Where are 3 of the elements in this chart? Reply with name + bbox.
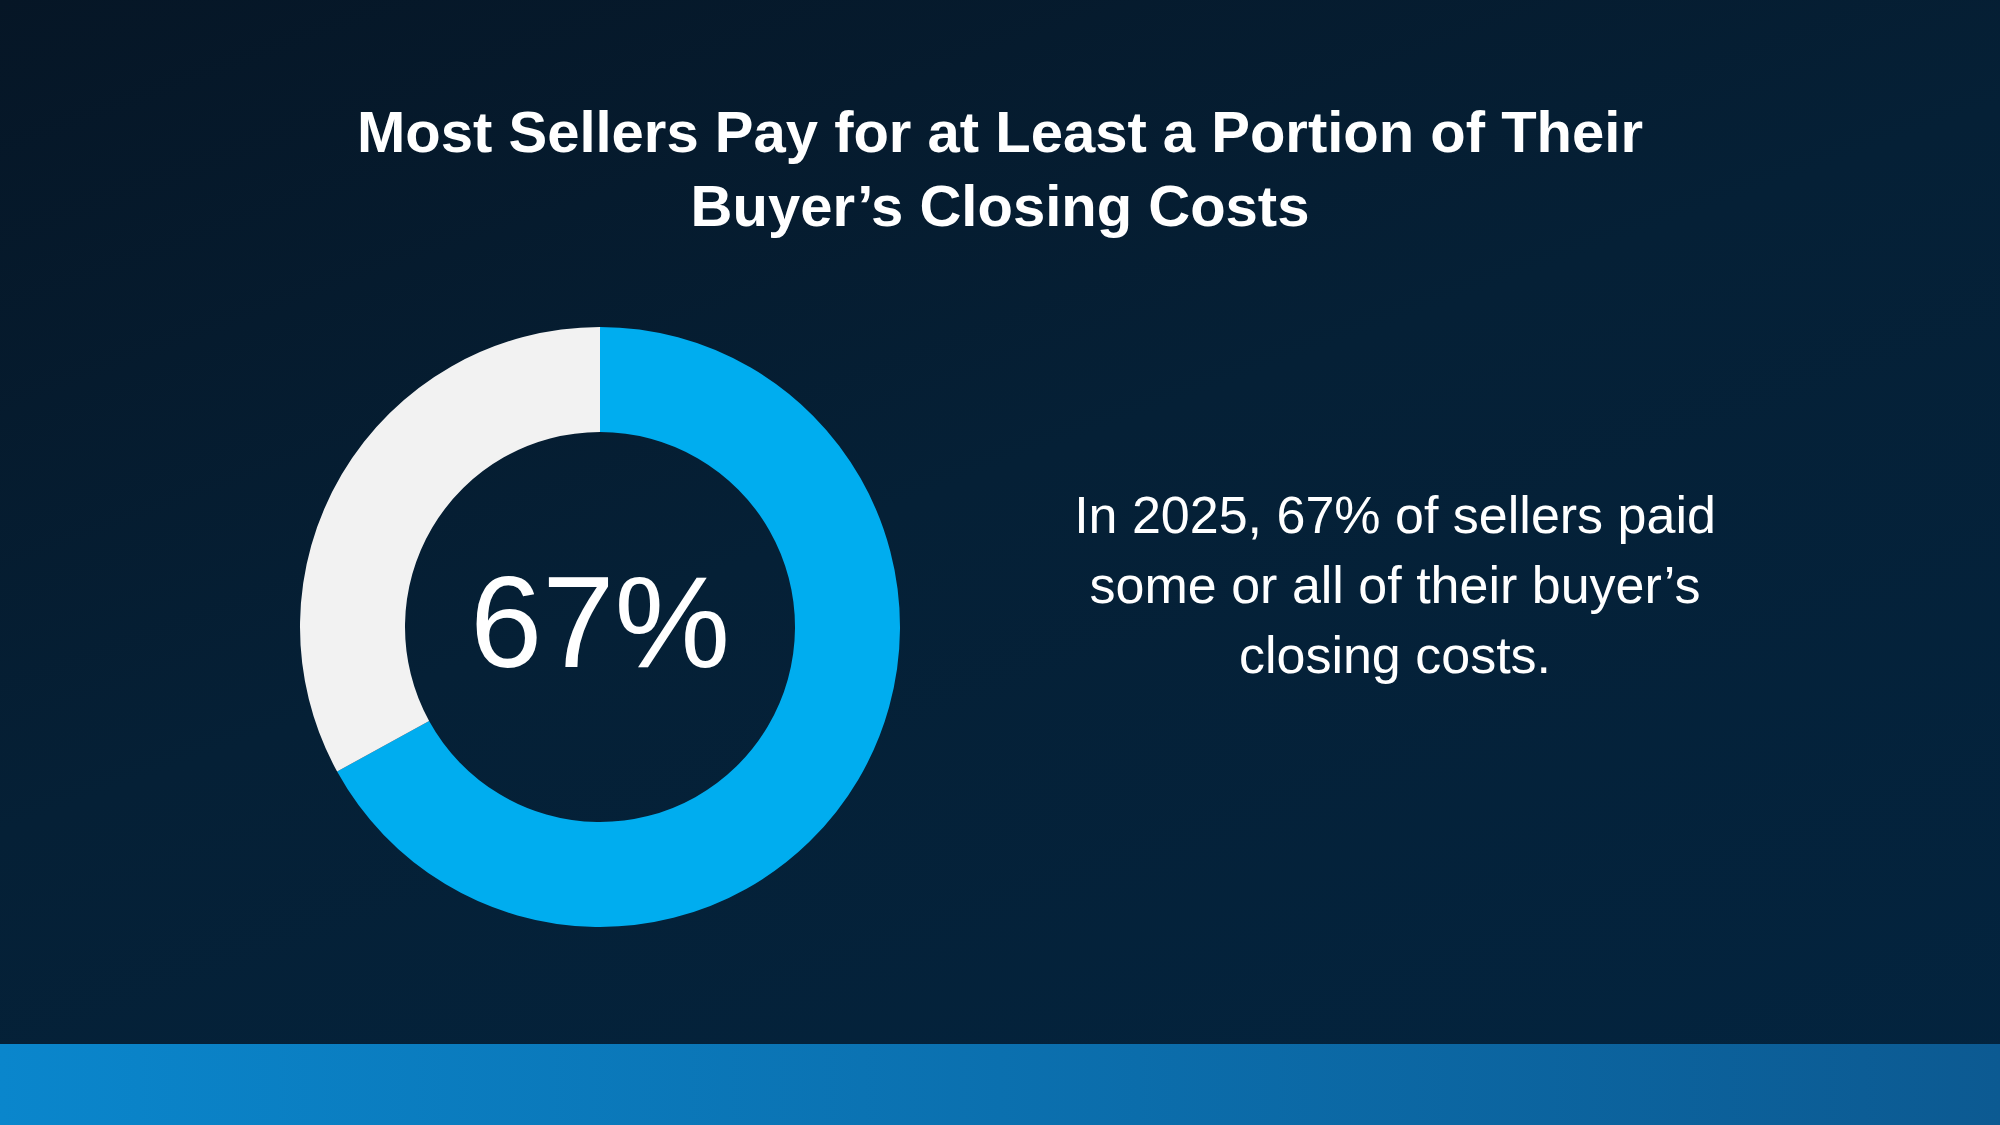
chart-title: Most Sellers Pay for at Least a Portion of Their Buyer’s Closing Costs [356,98,1644,240]
text: In 2025, 67% of sellers paid some or all of their buyer’s closing costs. [1073,485,1717,686]
data-label: 67% [469,548,731,695]
